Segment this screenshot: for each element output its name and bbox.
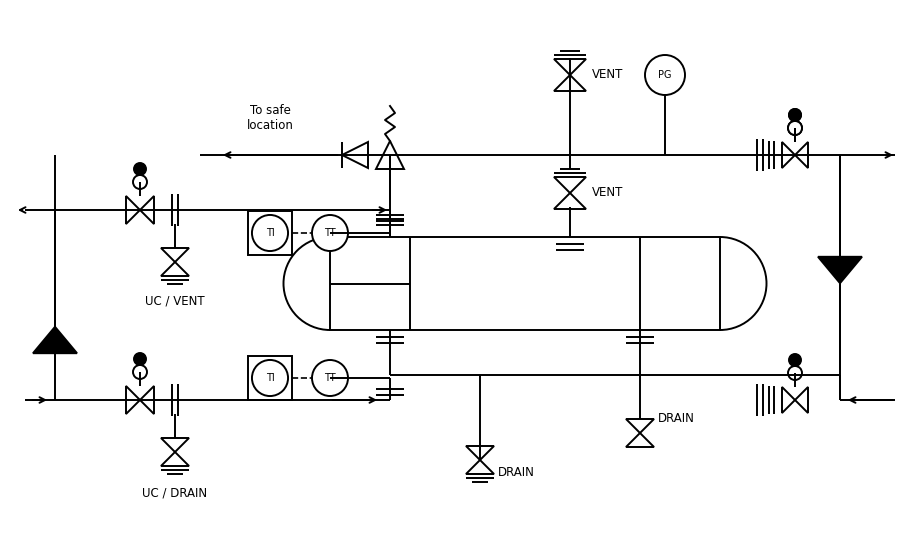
- Bar: [248, 211, 292, 255]
- Circle shape: [789, 109, 801, 121]
- Circle shape: [645, 55, 685, 95]
- Circle shape: [789, 109, 801, 121]
- Circle shape: [133, 365, 147, 379]
- Circle shape: [788, 366, 802, 380]
- Circle shape: [134, 163, 146, 175]
- Polygon shape: [795, 387, 808, 413]
- Polygon shape: [126, 196, 140, 224]
- Polygon shape: [818, 257, 862, 283]
- Bar: [330, 237, 720, 330]
- Polygon shape: [466, 446, 494, 460]
- Text: TI: TI: [266, 373, 275, 383]
- Text: TT: TT: [324, 228, 336, 238]
- Text: UC / VENT: UC / VENT: [146, 295, 205, 308]
- Polygon shape: [554, 59, 586, 75]
- Text: DRAIN: DRAIN: [498, 465, 535, 478]
- Polygon shape: [626, 433, 654, 447]
- Polygon shape: [126, 386, 140, 414]
- Text: PG: PG: [659, 70, 671, 80]
- Circle shape: [312, 360, 348, 396]
- Polygon shape: [342, 142, 368, 168]
- Polygon shape: [140, 386, 154, 414]
- Polygon shape: [161, 438, 189, 452]
- Polygon shape: [554, 75, 586, 91]
- Circle shape: [252, 215, 288, 251]
- Polygon shape: [161, 452, 189, 466]
- Circle shape: [788, 121, 802, 135]
- Polygon shape: [161, 248, 189, 262]
- Circle shape: [134, 353, 146, 365]
- Polygon shape: [554, 177, 586, 193]
- Polygon shape: [554, 193, 586, 209]
- Polygon shape: [33, 327, 77, 353]
- Text: DRAIN: DRAIN: [658, 413, 695, 425]
- Polygon shape: [161, 262, 189, 276]
- Circle shape: [252, 360, 288, 396]
- Circle shape: [133, 175, 147, 189]
- Polygon shape: [376, 141, 404, 169]
- Polygon shape: [140, 196, 154, 224]
- Text: TI: TI: [266, 228, 275, 238]
- Text: TT: TT: [324, 373, 336, 383]
- Text: UC / DRAIN: UC / DRAIN: [142, 487, 208, 500]
- Text: To safe
location: To safe location: [246, 104, 293, 132]
- Bar: [248, 356, 292, 400]
- Text: VENT: VENT: [592, 186, 624, 199]
- Polygon shape: [782, 142, 795, 168]
- Circle shape: [312, 215, 348, 251]
- Polygon shape: [782, 387, 795, 413]
- Polygon shape: [466, 460, 494, 474]
- Circle shape: [788, 121, 802, 135]
- Circle shape: [789, 354, 801, 366]
- Polygon shape: [626, 419, 654, 433]
- Polygon shape: [795, 142, 808, 168]
- Text: VENT: VENT: [592, 68, 624, 82]
